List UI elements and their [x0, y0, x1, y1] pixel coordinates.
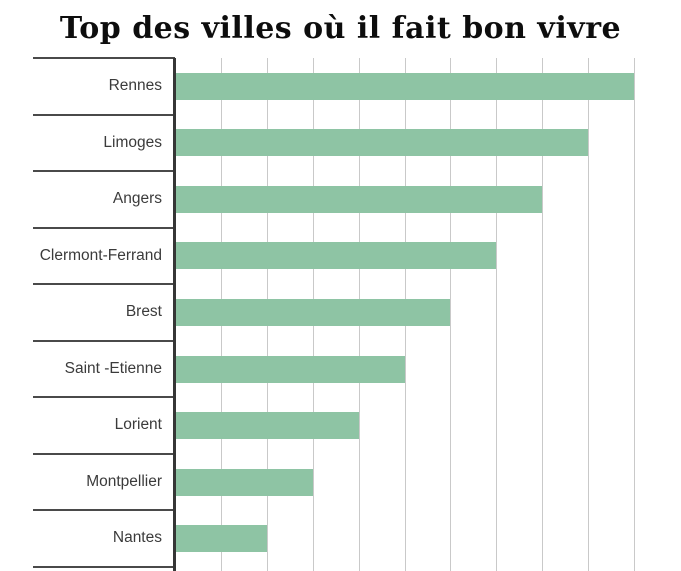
- row-divider: [33, 227, 175, 229]
- bar: [176, 186, 542, 213]
- row-divider: [33, 396, 175, 398]
- row-label: Lorient: [114, 416, 162, 434]
- row-label: Limoges: [103, 133, 162, 151]
- bar: [176, 412, 359, 439]
- bar: [176, 73, 634, 100]
- row-divider: [33, 509, 175, 511]
- bar: [176, 356, 405, 383]
- gridline: [588, 58, 589, 571]
- gridline: [450, 58, 451, 571]
- bar: [176, 469, 313, 496]
- row-label: Montpellier: [86, 472, 162, 490]
- row-label: Saint -Etienne: [64, 359, 162, 377]
- row-divider: [33, 114, 175, 116]
- y-axis-line: [173, 58, 176, 571]
- gridline: [496, 58, 497, 571]
- row-label: Nantes: [112, 529, 162, 547]
- row-divider: [33, 283, 175, 285]
- row-divider: [33, 566, 175, 568]
- gridline: [634, 58, 635, 571]
- row-label: Angers: [112, 190, 162, 208]
- row-divider: [33, 453, 175, 455]
- bar: [176, 525, 267, 552]
- row-divider: [33, 57, 175, 59]
- chart-title: Top des villes où il fait bon vivre: [59, 11, 622, 46]
- bar: [176, 299, 450, 326]
- row-label: Brest: [125, 303, 162, 321]
- bar: [176, 129, 588, 156]
- row-divider: [33, 170, 175, 172]
- bar: [176, 242, 496, 269]
- row-label: Rennes: [108, 77, 162, 94]
- gridline: [542, 58, 543, 571]
- row-divider: [33, 340, 175, 342]
- row-label: Clermont-Ferrand: [39, 246, 162, 264]
